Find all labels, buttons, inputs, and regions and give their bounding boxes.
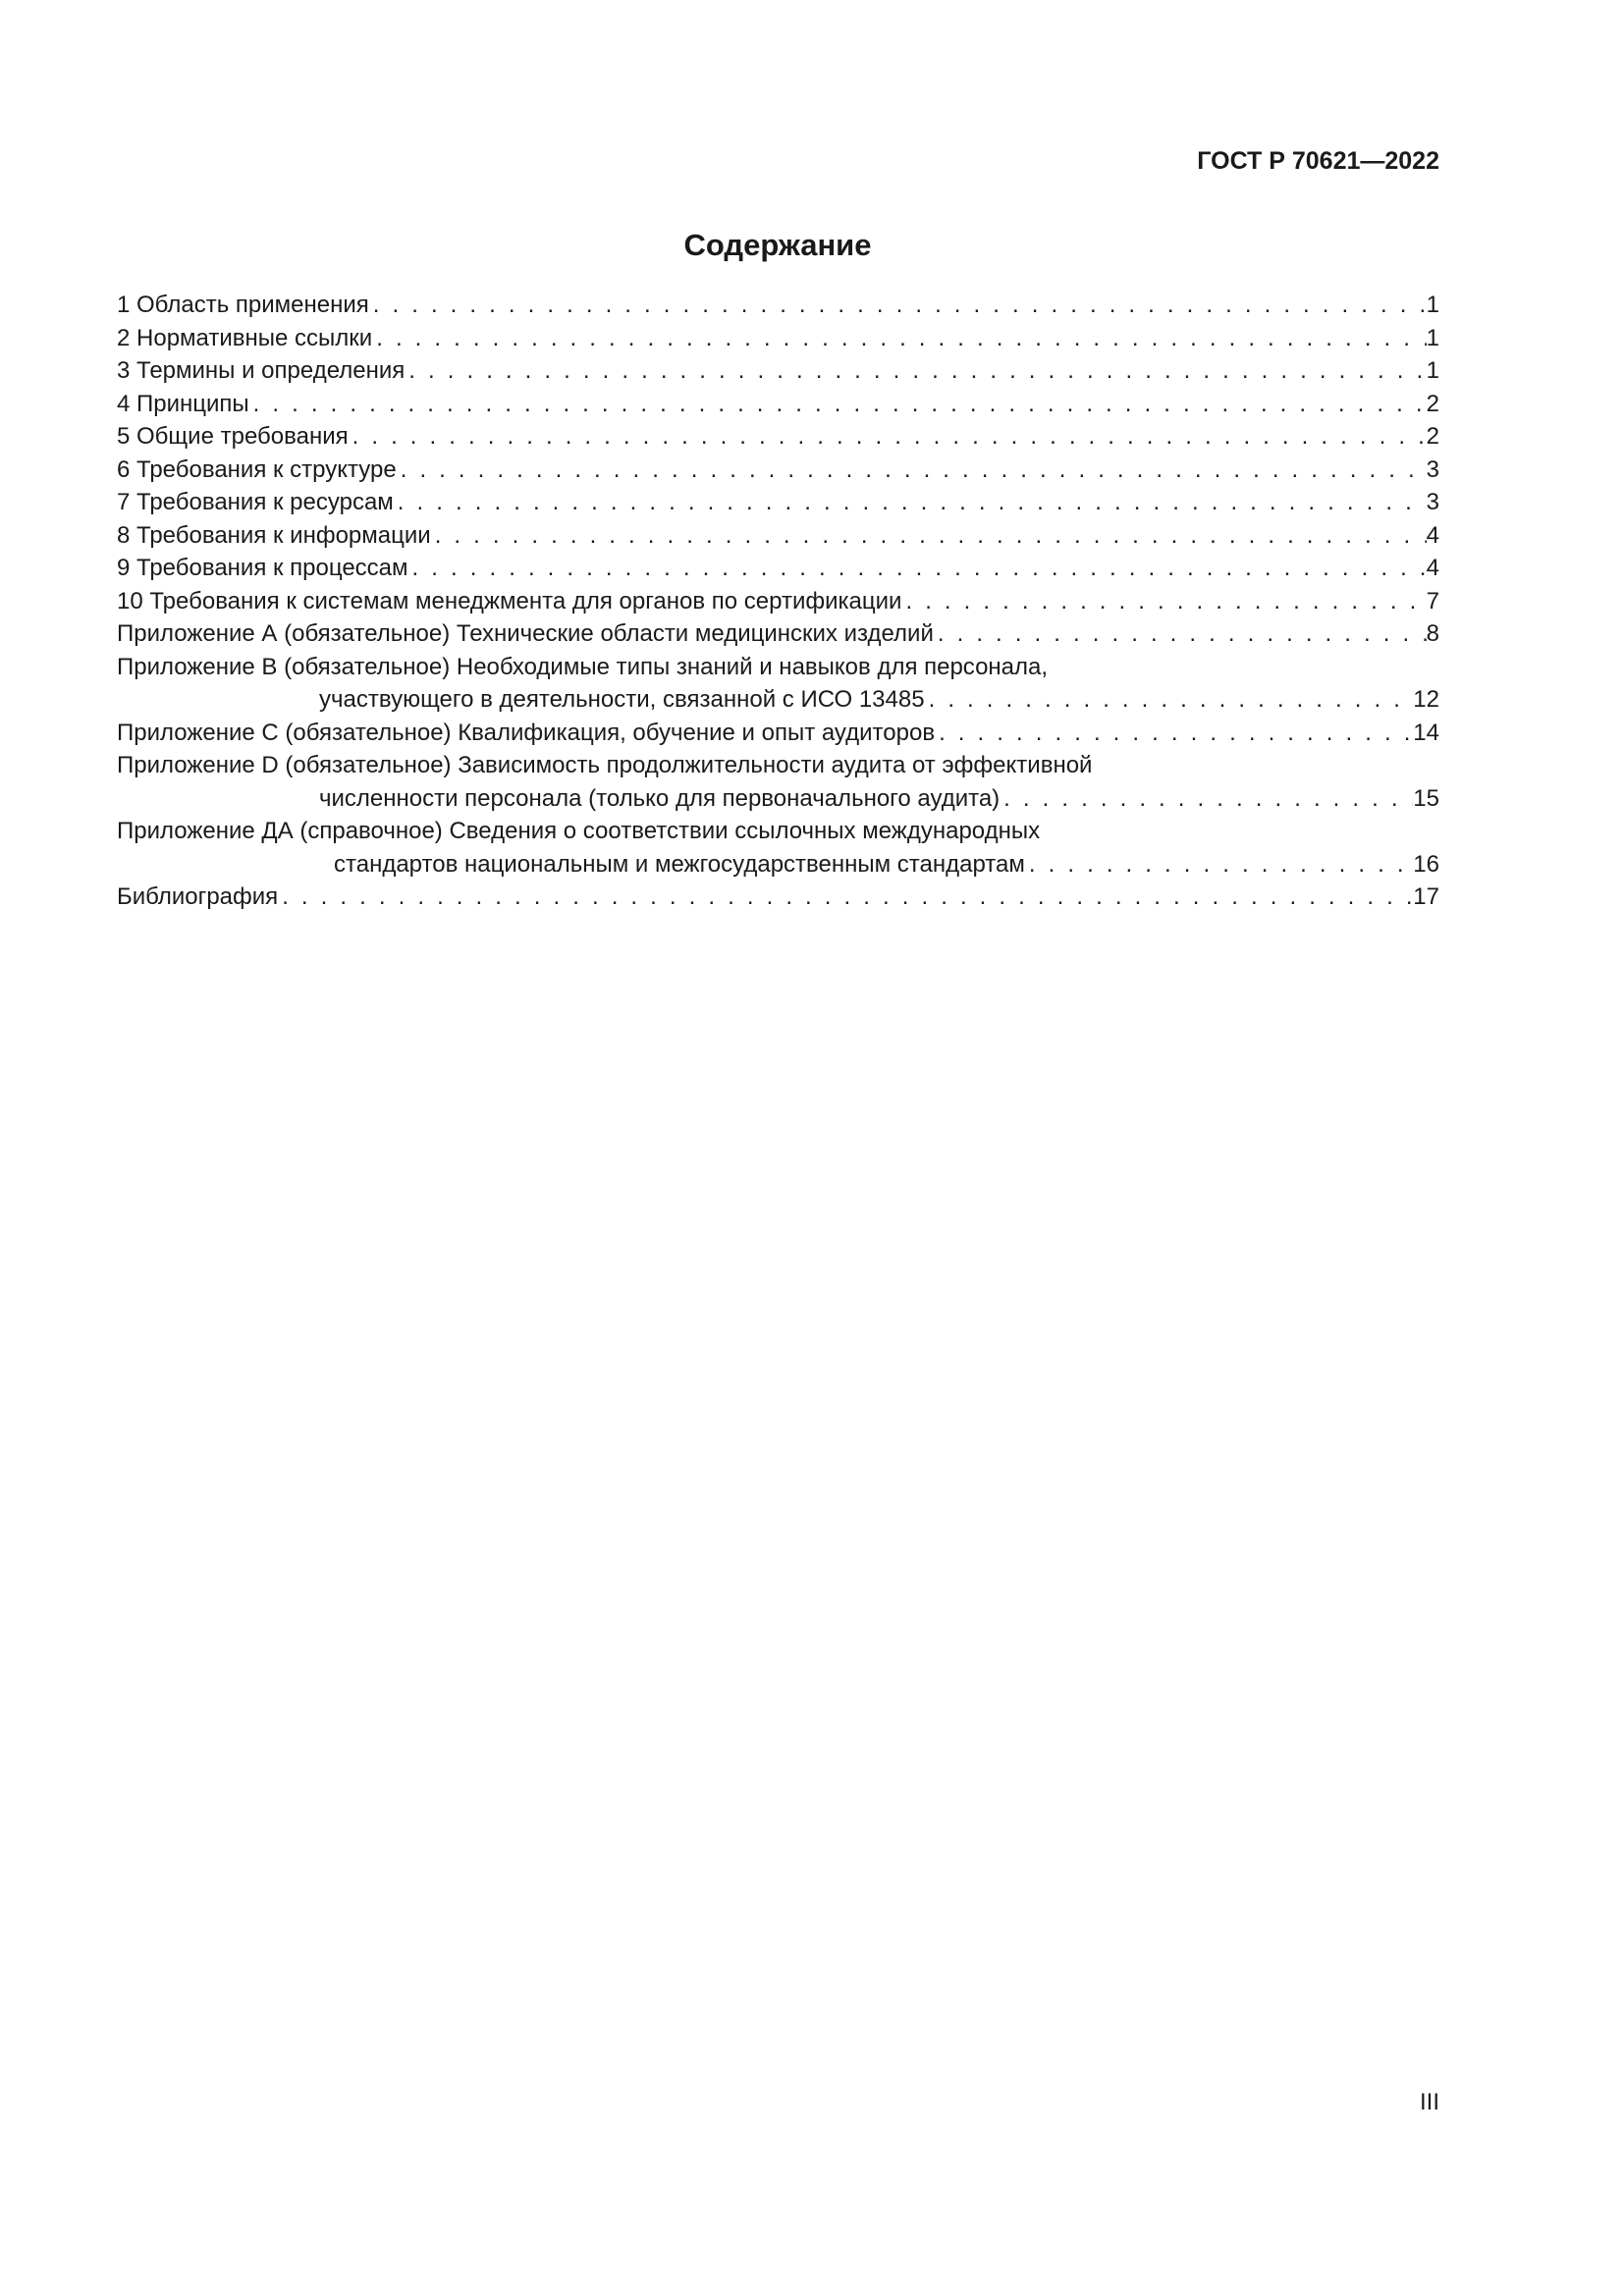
dot-leader: [397, 454, 1427, 487]
toc-entry-title: 1 Область применения: [117, 292, 369, 318]
dot-leader: [901, 585, 1426, 618]
toc-entry[interactable]: 4 Принципы 2: [117, 388, 1439, 421]
toc-entry-page: 8: [1426, 620, 1439, 647]
dot-leader: [408, 552, 1427, 585]
toc-entry-title: 4 Принципы: [117, 390, 249, 417]
toc-entry[interactable]: 8 Требования к информации 4: [117, 519, 1439, 553]
toc-entry-title: 8 Требования к информации: [117, 521, 431, 549]
toc-entry[interactable]: Приложение D (обязательное) Зависимость …: [117, 749, 1439, 782]
toc-entry[interactable]: Библиография 17: [117, 881, 1439, 914]
dot-leader: [405, 354, 1426, 388]
toc-entry[interactable]: Приложение С (обязательное) Квалификация…: [117, 717, 1439, 750]
toc-entry-title: Приложение ДА (справочное) Сведения о со…: [117, 818, 1041, 844]
toc-entry[interactable]: 1 Область применения 1: [117, 289, 1439, 322]
toc-entry-page: 15: [1413, 784, 1439, 812]
toc-entry-page: 14: [1413, 719, 1439, 746]
toc-entry-page: 2: [1426, 390, 1439, 417]
toc-entry-page: 4: [1426, 521, 1439, 549]
dot-leader: [925, 683, 1414, 717]
toc-entry-title: 2 Нормативные ссылки: [117, 324, 373, 351]
toc-entry-page: 2: [1426, 423, 1439, 450]
dot-leader: [394, 486, 1427, 519]
toc-entry-title-continuation: численности персонала (только для первон…: [319, 784, 1001, 812]
toc-entry-page: 1: [1426, 324, 1439, 351]
toc-entry-title: Библиография: [117, 883, 279, 910]
toc-entry-title: 6 Требования к структуре: [117, 455, 397, 483]
toc-entry-title: Приложение D (обязательное) Зависимость …: [117, 752, 1093, 778]
toc-entry-page: 17: [1413, 883, 1439, 910]
toc-entry[interactable]: 5 Общие требования 2: [117, 420, 1439, 454]
document-designation: ГОСТ Р 70621—2022: [1197, 147, 1439, 175]
dot-leader: [934, 617, 1427, 651]
toc-entry-page: 3: [1426, 455, 1439, 483]
toc-entry[interactable]: Приложение ДА (справочное) Сведения о со…: [117, 815, 1439, 848]
toc-entry-continuation[interactable]: численности персонала (только для первон…: [117, 782, 1439, 816]
toc-entry-page: 12: [1413, 686, 1439, 713]
toc-entry-title-continuation: участвующего в деятельности, связанной с…: [319, 686, 925, 713]
toc-entry-title: Приложение С (обязательное) Квалификация…: [117, 719, 936, 746]
toc-entry-title: Приложение В (обязательное) Необходимые …: [117, 653, 1049, 680]
dot-leader: [249, 388, 1427, 421]
dot-leader: [369, 289, 1427, 322]
toc-entry-title-continuation: стандартов национальным и межгосударстве…: [334, 850, 1025, 878]
dot-leader: [278, 881, 1413, 914]
toc-entry[interactable]: 7 Требования к ресурсам 3: [117, 486, 1439, 519]
page-number: III: [1419, 2089, 1439, 2115]
page-title: Содержание: [683, 228, 872, 262]
toc-entry[interactable]: Приложение А (обязательное) Технические …: [117, 617, 1439, 651]
toc-entry-page: 1: [1426, 357, 1439, 384]
toc-entry[interactable]: 10 Требования к системам менеджмента для…: [117, 585, 1439, 618]
toc-entry-title: 7 Требования к ресурсам: [117, 489, 394, 515]
toc-entry[interactable]: Приложение В (обязательное) Необходимые …: [117, 651, 1439, 684]
table-of-contents: 1 Область применения12 Нормативные ссылк…: [117, 289, 1439, 914]
toc-entry-page: 7: [1426, 587, 1439, 614]
toc-entry[interactable]: 6 Требования к структуре 3: [117, 454, 1439, 487]
dot-leader: [1025, 848, 1413, 881]
toc-entry-title: Приложение А (обязательное) Технические …: [117, 620, 934, 647]
toc-entry[interactable]: 9 Требования к процессам 4: [117, 552, 1439, 585]
toc-entry[interactable]: 2 Нормативные ссылки 1: [117, 322, 1439, 355]
dot-leader: [372, 322, 1426, 355]
toc-entry-continuation[interactable]: стандартов национальным и межгосударстве…: [117, 848, 1439, 881]
dot-leader: [349, 420, 1427, 454]
toc-entry-title: 5 Общие требования: [117, 423, 349, 450]
toc-entry-page: 16: [1413, 850, 1439, 878]
dot-leader: [431, 519, 1427, 553]
toc-entry-title: 3 Термины и определения: [117, 357, 406, 384]
dot-leader: [1000, 782, 1413, 816]
toc-entry-page: 3: [1426, 489, 1439, 515]
toc-entry-continuation[interactable]: участвующего в деятельности, связанной с…: [117, 683, 1439, 717]
toc-entry-page: 1: [1426, 292, 1439, 318]
toc-entry[interactable]: 3 Термины и определения 1: [117, 354, 1439, 388]
dot-leader: [935, 717, 1413, 750]
toc-entry-title: 10 Требования к системам менеджмента для…: [117, 587, 902, 614]
toc-entry-title: 9 Требования к процессам: [117, 555, 408, 581]
toc-entry-page: 4: [1426, 555, 1439, 581]
